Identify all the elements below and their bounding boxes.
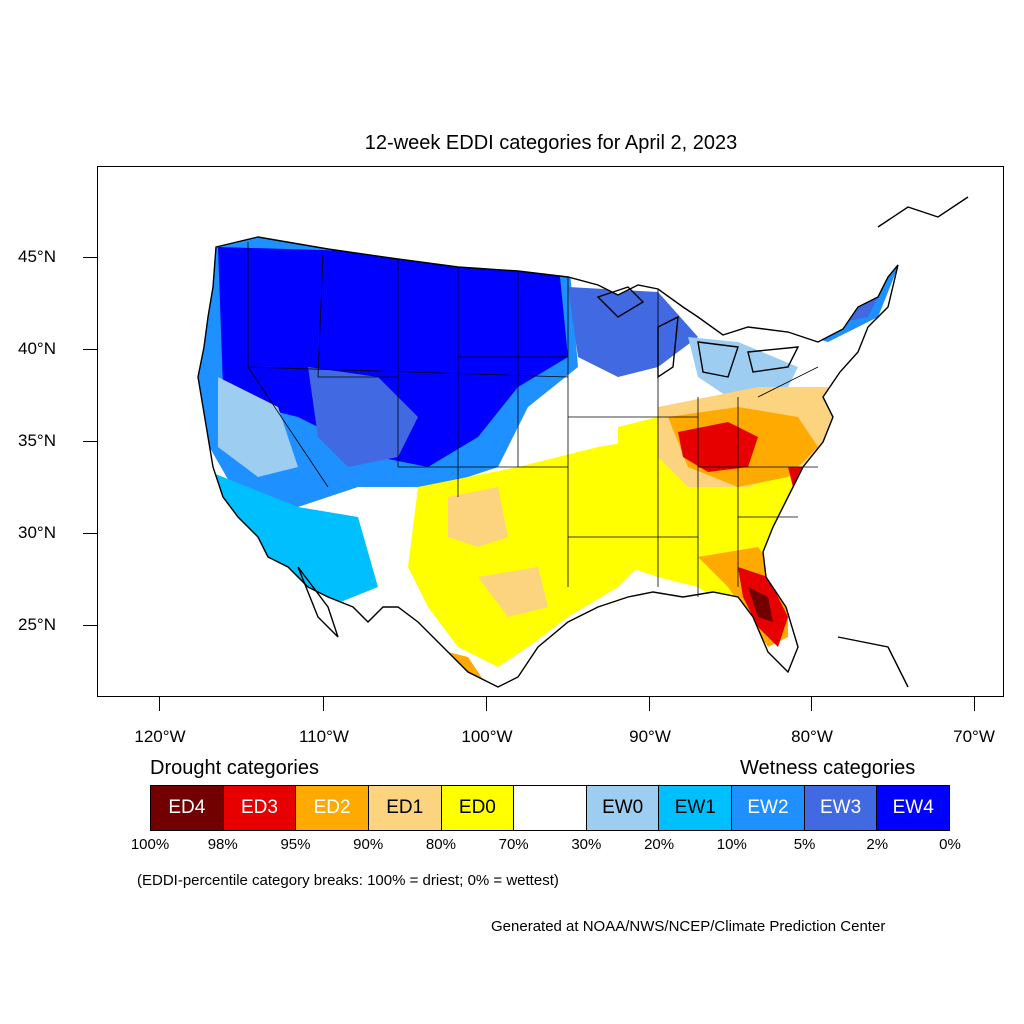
- legend-cell-neutral: [514, 786, 587, 830]
- break-label: 80%: [425, 836, 456, 853]
- lat-tick-40: [83, 349, 97, 350]
- lon-label-80: 80°W: [791, 727, 833, 746]
- lon-tick-80: [811, 697, 812, 711]
- break-label: 5%: [793, 836, 816, 853]
- lon-label-90: 90°W: [629, 727, 671, 746]
- lat-label-40: 40°N: [18, 339, 56, 358]
- break-label: 0%: [939, 836, 961, 853]
- break-label: 95%: [280, 836, 311, 853]
- state-border-layer: [247, 242, 819, 597]
- legend-cell-ed1: ED1: [368, 786, 442, 830]
- break-label: 98%: [207, 836, 238, 853]
- credit-line: Generated at NOAA/NWS/NCEP/Climate Predi…: [491, 918, 886, 935]
- break-label: 2%: [866, 836, 889, 853]
- legend-cell-ed2: ED2: [296, 786, 369, 830]
- lat-label-25: 25°N: [18, 615, 56, 634]
- break-label: 10%: [716, 836, 747, 853]
- map-canvas: [197, 196, 969, 688]
- coastline-layer: [197, 196, 969, 688]
- lon-tick-100: [486, 697, 487, 711]
- category-fill-layer: [198, 237, 898, 687]
- legend-cell-ed4: ED4: [151, 786, 224, 830]
- lat-tick-35: [83, 441, 97, 442]
- lat-label-45: 45°N: [18, 247, 56, 266]
- lat-tick-45: [83, 257, 97, 258]
- category-legend: ED4 ED3 ED2 ED1 ED0 EW0 EW1 EW2 EW3 EW4: [150, 785, 950, 831]
- lon-tick-120: [159, 697, 160, 711]
- lon-label-110: 110°W: [299, 727, 349, 746]
- legend-cell-ew3: EW3: [804, 786, 878, 830]
- break-label: 70%: [498, 836, 529, 853]
- lat-tick-25: [83, 625, 97, 626]
- legend-cell-ed0: ED0: [441, 786, 515, 830]
- lon-label-120: 120°W: [134, 727, 186, 746]
- legend-cell-ed3: ED3: [223, 786, 297, 830]
- wetness-heading: Wetness categories: [740, 757, 916, 779]
- lon-tick-110: [323, 697, 324, 711]
- lon-label-70: 70°W: [953, 727, 995, 746]
- lon-tick-90: [649, 697, 650, 711]
- legend-cell-ew2: EW2: [732, 786, 805, 830]
- legend-cell-ew1: EW1: [659, 786, 733, 830]
- break-label: 30%: [571, 836, 602, 853]
- break-label: 90%: [353, 836, 384, 853]
- legend-note: (EDDI-percentile category breaks: 100% =…: [137, 872, 559, 889]
- lat-label-30: 30°N: [18, 523, 56, 542]
- lat-tick-30: [83, 533, 97, 534]
- lon-label-100: 100°W: [461, 727, 513, 746]
- lon-tick-70: [974, 697, 975, 711]
- break-label: 20%: [644, 836, 675, 853]
- map-title: 12-week EDDI categories for April 2, 202…: [364, 132, 738, 154]
- legend-cell-ew0: EW0: [586, 786, 660, 830]
- lat-label-35: 35°N: [18, 431, 56, 450]
- drought-heading: Drought categories: [150, 757, 319, 779]
- eddi-map: [97, 166, 1004, 697]
- break-label: 100%: [130, 836, 170, 853]
- legend-cell-ew4: EW4: [877, 786, 950, 830]
